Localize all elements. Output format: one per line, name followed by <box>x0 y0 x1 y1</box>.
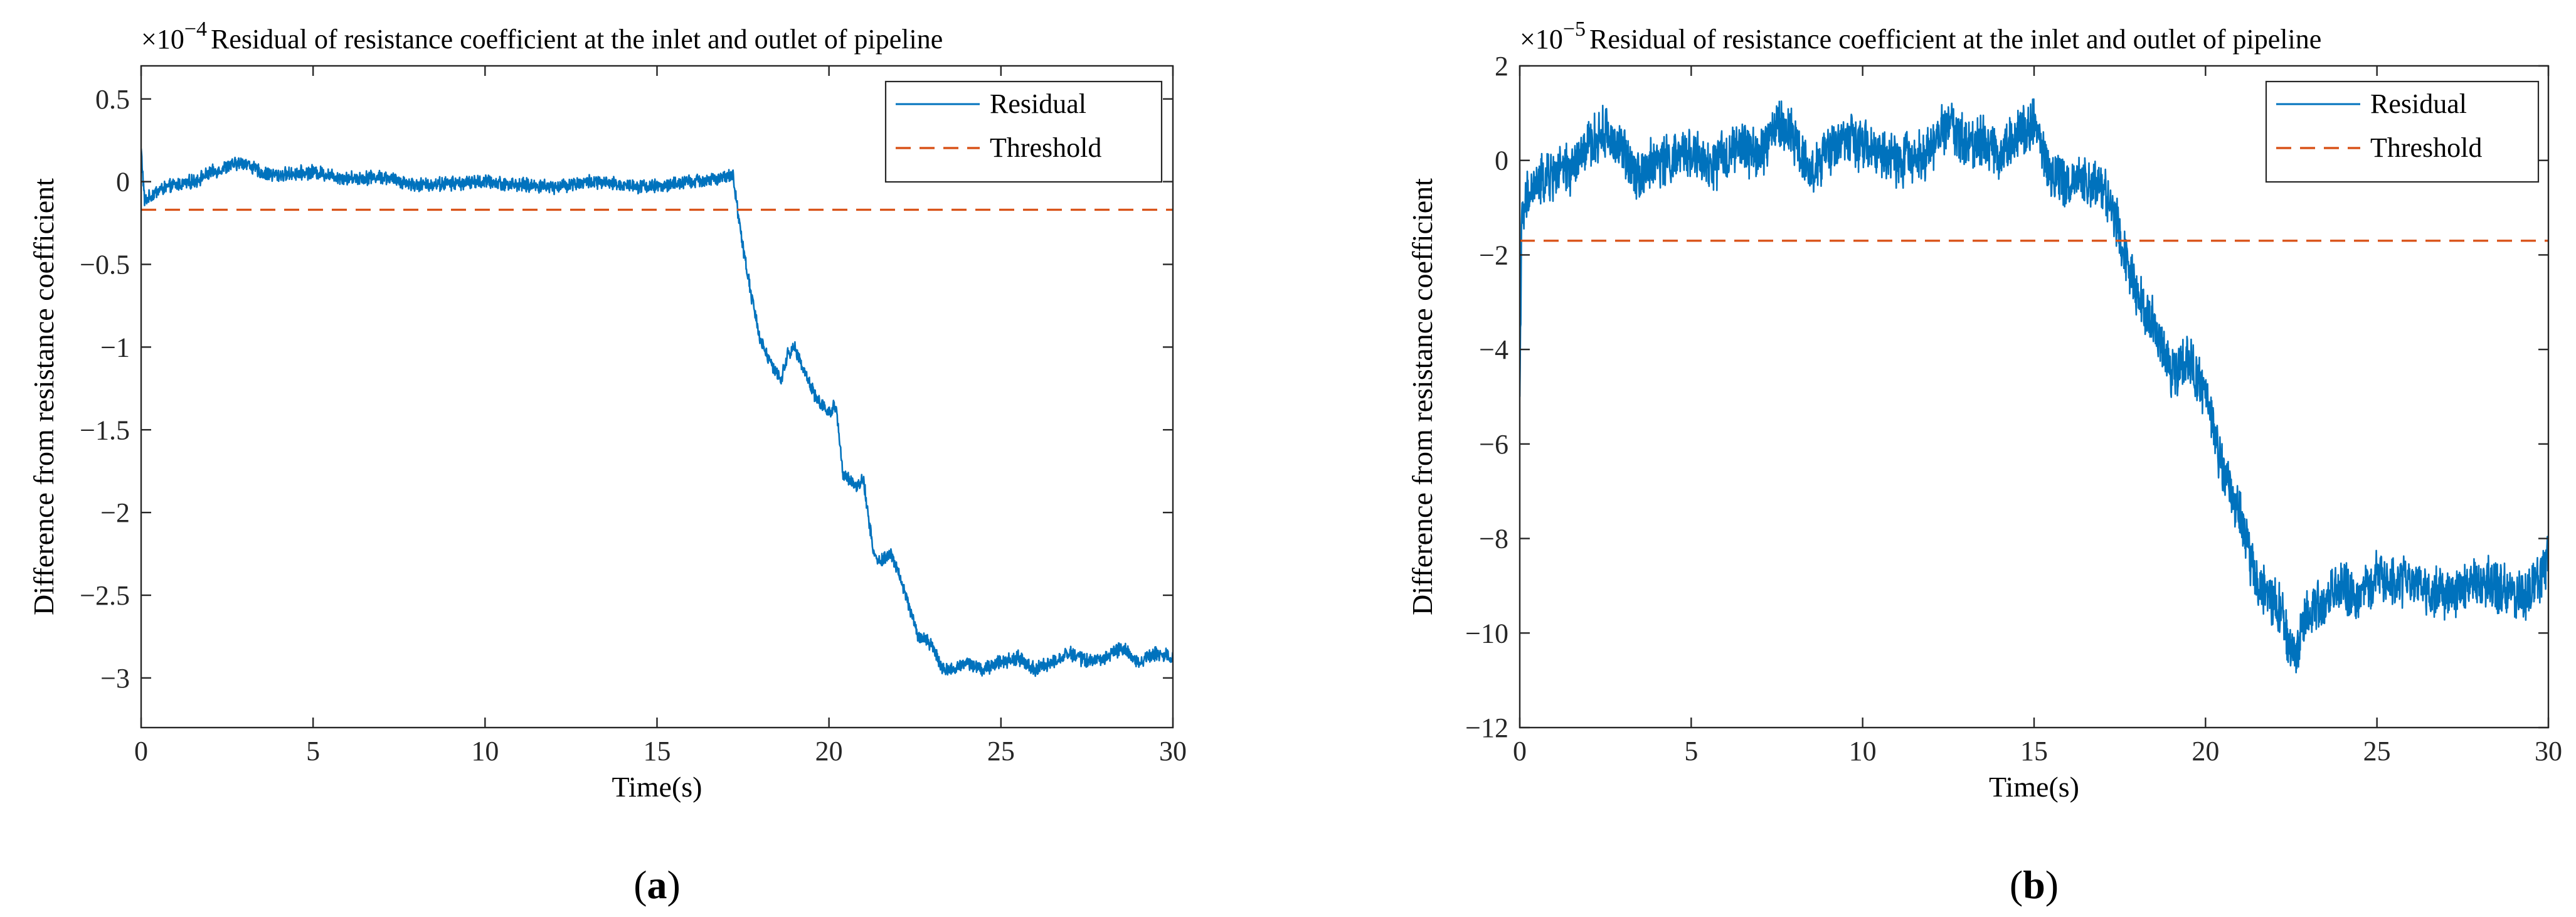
panel-a-xtick-label: 10 <box>471 736 499 766</box>
panel-b-xtick-label: 25 <box>2363 736 2391 766</box>
panel-b-panel-label: (b) <box>2010 862 2059 907</box>
panel-a-title: ×10−4 Residual of resistance coefficient … <box>141 18 943 55</box>
panel-b-data <box>1520 98 2548 674</box>
panel-a-ytick-label: −2.5 <box>80 580 130 611</box>
panel-b-ytick-label: 2 <box>1495 51 1508 82</box>
panel-b-xtick-label: 15 <box>2020 736 2048 766</box>
panel-a-panel-label-letter: a <box>647 862 667 907</box>
panel-a-panel-label: (a) <box>633 862 681 907</box>
panel-b-legend-label-residual: Residual <box>2370 88 2467 119</box>
panel-a-xtick-label: 0 <box>134 736 148 766</box>
panel-b-xtick-label: 30 <box>2535 736 2562 766</box>
panel-a-xtick-label: 30 <box>1159 736 1187 766</box>
panel-a-panel-label-close: ) <box>667 862 681 907</box>
panel-a-ytick-label: 0 <box>116 167 130 198</box>
panel-a-legend-label-threshold: Threshold <box>990 132 1101 163</box>
panel-b-ytick-label: −12 <box>1465 713 1508 743</box>
panel-b-ytick-label: −6 <box>1479 429 1508 460</box>
panel-b-exponent: −5 <box>1563 18 1586 41</box>
panel-b-ytick-label: 0 <box>1495 146 1508 176</box>
panel-a-ytick-label: −1.5 <box>80 415 130 445</box>
panel-b-panel-label-letter: b <box>2023 862 2045 907</box>
panel-a-ytick-label: −0.5 <box>80 250 130 280</box>
panel-b-xlabel: Time(s) <box>1989 771 2079 803</box>
panel-a-panel-label-open: ( <box>633 862 647 907</box>
panel-a-xtick-label: 5 <box>306 736 320 766</box>
panel-a-ytick-label: −3 <box>100 663 130 694</box>
panel-a-xtick-label: 25 <box>987 736 1015 766</box>
panel-a-xtick-label: 15 <box>644 736 671 766</box>
panel-a-title-text: Residual of resistance coefficient at th… <box>211 24 943 55</box>
panel-b-xtick-label: 20 <box>2192 736 2219 766</box>
panel-a-xlabel: Time(s) <box>612 771 702 803</box>
panel-b-legend-label-threshold: Threshold <box>2370 132 2482 163</box>
panel-a-exponent-base: ×10 <box>141 24 184 55</box>
panel-b-xtick-label: 10 <box>1849 736 1877 766</box>
panel-b-panel-label-open: ( <box>2010 862 2023 907</box>
panel-a-ytick-label: −1 <box>100 332 130 363</box>
panel-b-legend-box <box>2265 80 2540 183</box>
panel-a-ytick-label: 0.5 <box>95 84 130 115</box>
panel-b-title: ×10−5 Residual of resistance coefficient … <box>1520 18 2321 55</box>
panel-b-ytick-label: −10 <box>1465 618 1508 649</box>
panel-b-ytick-label: −4 <box>1479 334 1508 365</box>
panel-a: 0 5 10 15 20 25 300.50−0.5−1−1.5−2−2.5−3×10−4 R… <box>28 18 1187 907</box>
panel-a-data <box>141 148 1173 677</box>
panel-b-ytick-label: −8 <box>1479 524 1508 554</box>
panel-b-xtick-label: 5 <box>1684 736 1698 766</box>
panel-a-legend-label-residual: Residual <box>990 88 1086 119</box>
panel-b-panel-label-close: ) <box>2045 862 2059 907</box>
panel-b-legend: Residual Threshold <box>2265 80 2540 183</box>
panel-b-series-residual-line <box>1520 98 2548 674</box>
panel-a-legend-box <box>884 80 1163 183</box>
panel-a-ylabel: Difference from resistance coefficient <box>28 178 60 615</box>
panel-b-title-text: Residual of resistance coefficient at th… <box>1589 24 2321 55</box>
panel-a-legend: Residual Threshold <box>884 80 1163 183</box>
panel-b-ylabel: Difference from resistance coefficient <box>1406 178 1438 615</box>
panel-b-exponent-base: ×10 <box>1520 24 1563 55</box>
panel-b-ytick-label: −2 <box>1479 240 1508 270</box>
panel-a-exponent: −4 <box>184 18 207 41</box>
panel-a-xtick-label: 20 <box>815 736 843 766</box>
panel-a-ytick-label: −2 <box>100 497 130 528</box>
panel-a-series-residual-line <box>141 148 1173 677</box>
panel-b-xtick-label: 0 <box>1513 736 1527 766</box>
